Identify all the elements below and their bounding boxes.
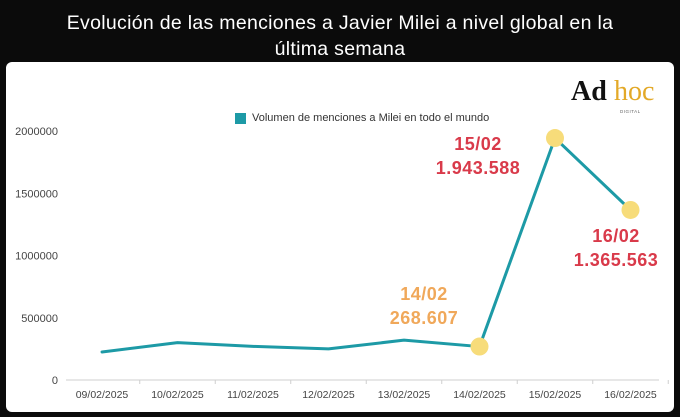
- x-tick-label: 10/02/2025: [151, 389, 204, 401]
- annotation-16-02-value: 1.365.563: [573, 250, 659, 270]
- annotation-15-02-value: 1.943.588: [435, 158, 521, 178]
- y-tick-label: 1000000: [15, 251, 58, 263]
- chart-panel: Ad hoc DIGITAL Volumen de menciones a Mi…: [6, 62, 674, 412]
- logo-hoc: hoc: [614, 76, 655, 107]
- legend-swatch: [235, 112, 246, 124]
- title-line-1: Evolución de las menciones a Javier Mile…: [66, 12, 614, 34]
- x-tick-label: 13/02/2025: [378, 389, 431, 401]
- logo-sub: DIGITAL: [620, 109, 641, 114]
- y-tick-label: 500000: [21, 313, 58, 325]
- highlight-point: [546, 129, 564, 148]
- annotation-14-02-value: 268.607: [389, 308, 459, 328]
- x-tick-label: 12/02/2025: [302, 389, 355, 401]
- series-line: [100, 136, 632, 354]
- x-tick-label: 11/02/2025: [227, 389, 279, 401]
- y-tick-label: 1500000: [15, 188, 58, 200]
- annotation-15-02: 15/02 1.943.588: [418, 132, 538, 180]
- x-tick-label: 09/02/2025: [76, 389, 129, 401]
- chart-title: Evolución de las menciones a Javier Mile…: [0, 10, 680, 62]
- highlight-point: [470, 337, 489, 356]
- annotation-14-02-date: 14/02: [400, 284, 448, 304]
- logo-ad: Ad: [571, 76, 607, 107]
- x-tick-label: 14/02/2025: [453, 389, 506, 401]
- annotation-14-02: 14/02 268.607: [374, 282, 474, 330]
- annotation-16-02-date: 16/02: [592, 226, 640, 246]
- title-line-2: última semana: [274, 38, 406, 60]
- legend: Volumen de menciones a Milei en todo el …: [235, 110, 489, 126]
- highlight-point: [621, 200, 640, 219]
- y-tick-label: 0: [52, 375, 58, 387]
- x-tick-label: 16/02/2025: [604, 389, 657, 401]
- y-tick-label: 2000000: [15, 126, 58, 138]
- x-tick-label: 15/02/2025: [529, 389, 582, 401]
- line-chart: 0 500000 1000000 1500000 2000000 09/02/2025 10…: [15, 126, 669, 401]
- adhoc-logo: Ad hoc DIGITAL: [571, 76, 661, 116]
- annotation-15-02-date: 15/02: [454, 134, 502, 154]
- legend-label: Volumen de menciones a Milei en todo el …: [252, 112, 490, 124]
- annotation-16-02: 16/02 1.365.563: [556, 224, 674, 272]
